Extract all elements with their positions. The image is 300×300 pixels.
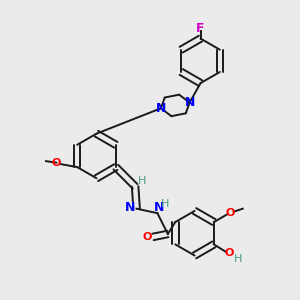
Text: O: O xyxy=(143,232,152,242)
Text: H: H xyxy=(137,176,146,186)
Text: O: O xyxy=(226,208,235,218)
Text: N: N xyxy=(154,201,164,214)
Text: N: N xyxy=(184,96,195,109)
Text: H: H xyxy=(233,254,242,264)
Text: H: H xyxy=(161,199,169,209)
Text: O: O xyxy=(52,158,61,168)
Text: F: F xyxy=(196,22,205,34)
Text: N: N xyxy=(125,201,135,214)
Text: N: N xyxy=(156,102,166,115)
Text: O: O xyxy=(224,248,233,258)
